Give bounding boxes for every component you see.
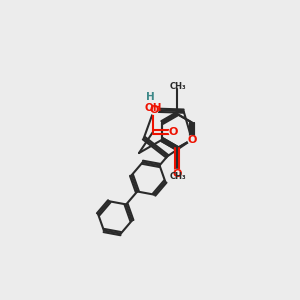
Text: OH: OH [144,103,162,113]
Text: CH₃: CH₃ [170,172,187,181]
Text: H: H [146,92,154,102]
Text: CH₃: CH₃ [170,82,187,91]
Circle shape [173,169,181,178]
Text: O: O [169,127,178,137]
Text: O: O [172,169,182,178]
Text: O: O [149,105,159,115]
Text: O: O [187,135,196,145]
Circle shape [148,103,158,113]
Circle shape [169,128,177,136]
Circle shape [150,106,158,114]
Circle shape [188,136,196,144]
